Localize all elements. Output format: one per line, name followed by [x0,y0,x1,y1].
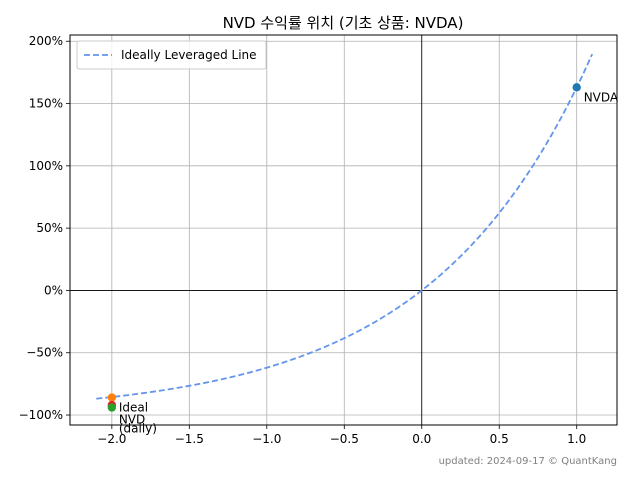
footer-note: updated: 2024-09-17 © QuantKang [439,456,617,467]
y-tick-label: 100% [29,159,63,173]
y-tick-label: 50% [36,221,63,235]
x-tick-label: −1.5 [175,432,204,446]
ideal-leveraged-line [96,53,594,400]
plot-frame [69,34,618,426]
point-label: NVDA [584,90,619,104]
data-point [107,403,117,412]
legend-box [76,40,267,70]
chart-title: NVD 수익률 위치 (기초 상품: NVDA) [223,14,464,32]
x-tick-label: 1.0 [567,432,586,446]
point-label: NVD [119,413,145,427]
legend: Ideally Leveraged Line [76,40,267,70]
x-tick-label: −0.5 [330,432,359,446]
y-tick-label: 200% [29,34,63,48]
y-tick-label: −50% [26,346,63,360]
y-tick-label: −100% [19,408,63,422]
x-tick-label: −2.0 [97,432,126,446]
y-tick-label: 0% [44,283,63,297]
legend-label: Ideally Leveraged Line [121,48,257,62]
x-tick-label: −1.0 [252,432,281,446]
y-tick-label: 150% [29,97,63,111]
point-label: (daily) [119,422,157,436]
x-tick-label: 0.5 [490,432,509,446]
data-point [572,83,581,92]
plot-area: −2.0 −1.5 −1.0 −0.5 0.0 0.5 1.0 −100% −50% 0% 50% 1… [19,34,619,446]
data-point [107,393,117,402]
x-tick-label: 0.0 [412,432,431,446]
point-label: Ideal [119,401,148,415]
